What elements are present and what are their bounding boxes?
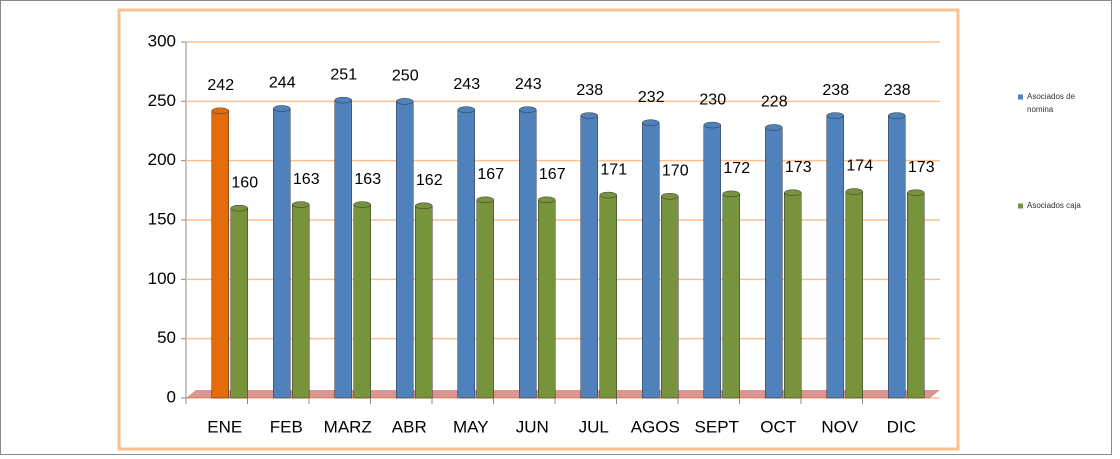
bar [765,127,783,399]
y-tick-label: 150 [148,209,176,228]
bar-top [396,98,414,105]
bar [353,204,371,399]
bar-top [334,96,352,104]
floor [186,390,940,398]
bar [211,110,229,399]
data-label: 238 [884,82,911,99]
bar [538,199,556,399]
bar [273,108,291,399]
x-tick-label: JUL [579,417,609,436]
bar-top [230,204,248,212]
x-tick-label: OCT [760,417,796,436]
y-tick-label: 300 [148,31,176,50]
data-label: 232 [638,89,665,106]
bar [784,192,802,399]
legend-swatch [1018,203,1023,209]
data-label: 167 [539,166,566,183]
y-tick-label: 200 [148,150,176,169]
bar [826,115,844,399]
bar-top [888,112,906,119]
data-label: 228 [761,94,788,111]
data-label: 238 [576,82,603,99]
x-tick-label: ABR [392,417,427,436]
bar-top [661,193,679,200]
bar-top [273,105,291,112]
bar-top [292,201,310,208]
bar [661,196,679,399]
legend-label: Asociados de nomina [1027,92,1076,114]
x-tick-label: JUN [516,417,549,436]
bar-top [211,107,229,115]
data-label: 162 [416,172,443,189]
bar-top [415,202,433,210]
y-tick-label: 50 [157,328,176,347]
data-label: 171 [600,161,627,178]
data-label: 173 [785,159,812,176]
x-tick-label: FEB [270,417,303,436]
data-label: 170 [662,162,689,179]
x-tick-label: SEPT [695,417,739,436]
legend-swatch [1018,94,1023,100]
y-tick-label: 250 [148,91,176,110]
bar-top [845,188,863,195]
bar [415,205,433,399]
bar [599,194,617,399]
bar-top [784,189,802,196]
data-label: 244 [269,75,296,92]
bar [580,115,598,399]
x-tick-label: NOV [821,417,859,436]
bar [888,115,906,399]
data-label: 167 [477,166,504,183]
data-label: 160 [231,174,258,191]
bar-top [580,112,598,119]
data-label: 238 [822,82,849,99]
bar-top [826,112,844,119]
bar-top [476,196,494,204]
data-label: 243 [453,76,480,93]
bar-top [703,121,721,129]
data-label: 163 [293,171,320,188]
bar-top [353,201,371,208]
x-tick-label: AGOS [631,417,680,436]
bar [334,99,352,399]
data-label: 243 [515,76,542,93]
bar [642,122,660,399]
bar [845,191,863,399]
bar-top [457,106,475,113]
data-label: 174 [846,158,873,175]
data-label: 172 [723,160,750,177]
y-tick-label: 0 [167,387,176,406]
bar-top [519,106,537,113]
data-label: 242 [207,77,234,94]
bar [476,199,494,399]
bar-top [907,189,925,196]
x-tick-label: MARZ [324,417,372,436]
bar-top [765,124,783,131]
bar [722,193,740,399]
legend-label: Asociados caja [1027,201,1081,210]
y-tick-label: 100 [148,269,176,288]
data-label: 250 [392,68,419,85]
bar [457,109,475,399]
data-label: 173 [908,159,935,176]
bar-top [722,190,740,198]
bar [519,109,537,399]
data-label: 251 [330,66,357,83]
x-tick-label: DIC [887,417,916,436]
data-label: 163 [354,171,381,188]
bar [703,124,721,399]
bar-top [642,119,660,126]
x-tick-label: ENE [207,417,242,436]
bar [292,204,310,399]
bar-top [599,191,617,199]
data-label: 230 [699,91,726,108]
x-tick-label: MAY [453,417,489,436]
bar [907,192,925,399]
bar [230,207,248,399]
bar [396,101,414,399]
bar-top [538,196,556,204]
